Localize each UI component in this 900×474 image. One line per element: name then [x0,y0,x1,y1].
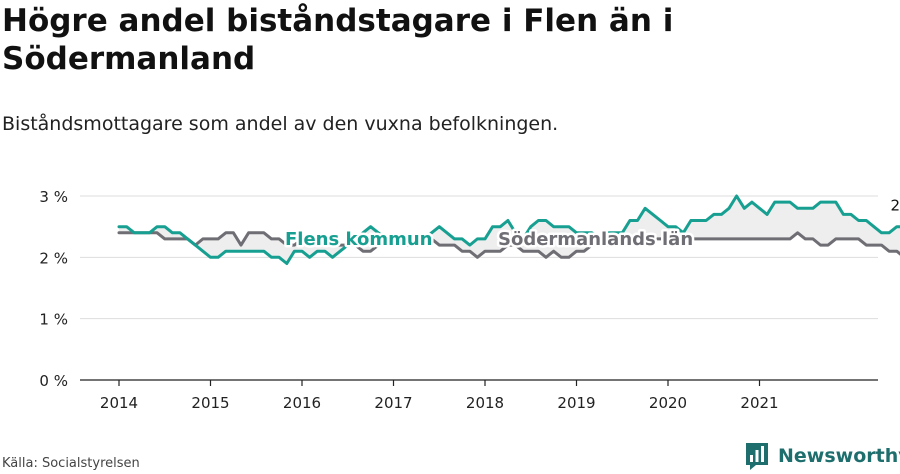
series-line [117,231,900,259]
source-note: Källa: Socialstyrelsen [2,456,140,471]
x-tick-label: 2017 [374,394,412,412]
series-end-label: 2,5 % [891,197,900,215]
chart-title: Högre andel biståndstagare i Flen än i S… [2,3,674,77]
gap-band [119,196,900,264]
x-tick-label: 2016 [283,394,321,412]
y-tick-label: 3 % [39,188,68,206]
series-label: Flens kommun [285,229,432,250]
newsworthy-logo-icon [746,443,768,470]
x-tick-label: 2014 [100,394,138,412]
x-tick-label: 2018 [466,394,504,412]
x-tick-label: 2015 [191,394,229,412]
x-tick-label: 2019 [557,394,595,412]
x-tick-label: 2021 [740,394,778,412]
brand-logo: Newsworthy [744,441,900,471]
x-tick-label: 2020 [649,394,687,412]
series-label: Södermanlands län [498,229,693,250]
y-tick-label: 0 % [39,372,68,390]
brand-name: Newsworthy [778,445,900,467]
series-line [117,194,900,265]
chart-subtitle: Biståndsmottagare som andel av den vuxna… [2,113,559,135]
y-tick-label: 1 % [39,311,68,329]
y-tick-label: 2 % [39,249,68,267]
